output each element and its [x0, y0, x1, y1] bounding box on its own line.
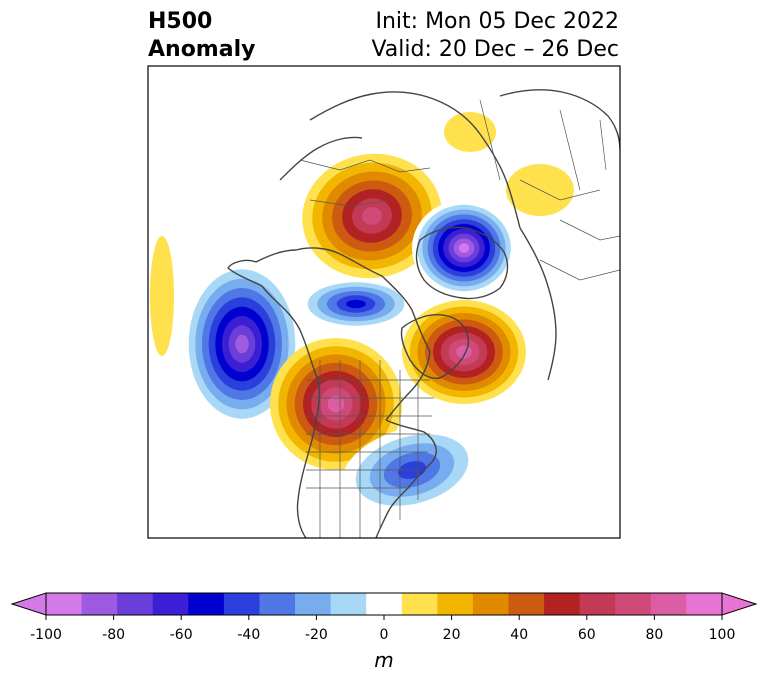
colorbar-unit-label: m: [374, 648, 393, 672]
colorbar-swatch: [330, 593, 367, 615]
colorbar-tick-label: 20: [443, 627, 461, 643]
colorbar-swatch: [259, 593, 296, 615]
country-borders: [299, 99, 620, 538]
title-variable: H500: [148, 9, 213, 34]
colorbar-swatch: [295, 593, 332, 615]
map-frame: [147, 65, 621, 539]
coastlines: [227, 89, 620, 538]
colorbar-swatch: [472, 593, 510, 615]
contour-ridge-central-canada-70: [362, 207, 382, 225]
title-right: Init: Mon 05 Dec 2022 Valid: 20 Dec – 26…: [371, 8, 619, 64]
colorbar-frame: [45, 592, 723, 616]
colorbar-swatch: [46, 593, 83, 615]
colorbar-tick-label: -80: [102, 627, 125, 643]
colorbar-swatch: [686, 593, 723, 615]
contour-trough-bering-alaska-60: [346, 299, 366, 309]
minor-positive-west: [150, 236, 174, 356]
colorbar-tick-label: -100: [30, 627, 62, 643]
title-valid: Valid: 20 Dec – 26 Dec: [371, 37, 619, 62]
colorbar-swatch: [188, 593, 225, 615]
contour-ridge-north-atlantic-80: [456, 345, 472, 359]
colorbar-under-extend: [10, 592, 47, 616]
colorbar-swatch: [81, 593, 118, 615]
colorbar-over-extend: [721, 592, 758, 616]
colorbar-swatch: [117, 593, 154, 615]
colorbar-swatch: [650, 593, 687, 615]
colorbar-swatch: [152, 593, 189, 615]
colorbar-tick-label: -20: [305, 627, 328, 643]
contour-trough-north-pacific-90: [235, 334, 249, 354]
colorbar-swatch: [579, 593, 616, 615]
colorbar-tick-label: 60: [578, 627, 596, 643]
colorbar-tick-label: 100: [709, 627, 736, 643]
colorbar-swatch: [615, 593, 652, 615]
colorbar-swatch: [508, 593, 545, 615]
contour-trough-arctic-siberia-100: [458, 243, 470, 253]
colorbar-tick-label: -40: [237, 627, 260, 643]
colorbar-swatch: [544, 593, 581, 615]
colorbar-swatch: [401, 593, 438, 615]
colorbar-swatch: [437, 593, 474, 615]
minor-positive-north: [444, 112, 496, 152]
colorbar-swatch: [223, 593, 260, 615]
colorbar-ticks: -100 -80 -60 -40 -20 0 20 40 60 80 100: [30, 615, 735, 643]
colorbar-swatches: [10, 592, 758, 616]
colorbar-tick-label: 40: [510, 627, 528, 643]
title-field: Anomaly: [148, 37, 256, 62]
colorbar-tick-label: 80: [645, 627, 663, 643]
anomaly-map: [147, 65, 621, 539]
colorbar-tick-label: -60: [170, 627, 193, 643]
colorbar-swatch: [366, 593, 403, 615]
title-left: H500 Anomaly: [148, 8, 255, 64]
colorbar-tick-label: 0: [380, 627, 389, 643]
title-init: Init: Mon 05 Dec 2022: [375, 9, 620, 34]
